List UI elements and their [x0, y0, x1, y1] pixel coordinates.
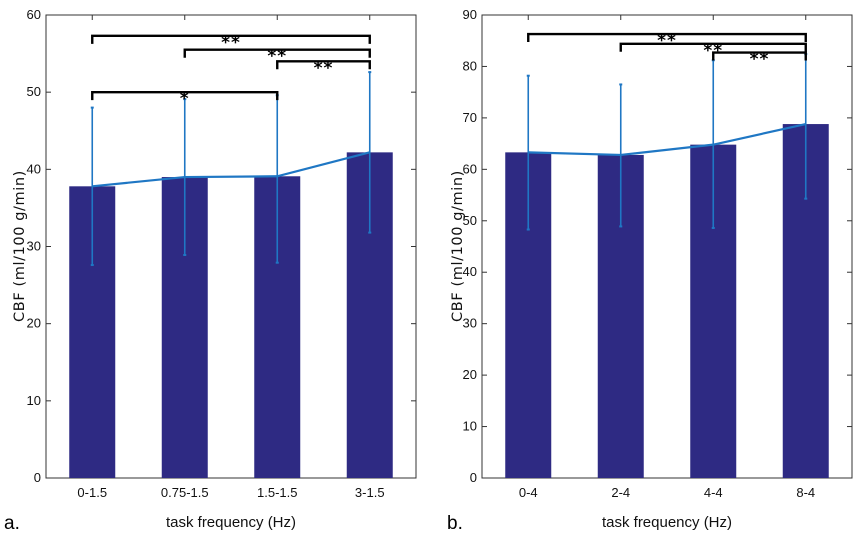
panel-a-significance-bracket-3: [91, 90, 279, 101]
panel-a-significance-label-0: **: [221, 33, 241, 53]
panel-a-x-tick-label-2: 1.5-1.5: [257, 485, 297, 500]
panel-b-significance: ** ** **: [527, 31, 807, 70]
panel-b-x-tick-label-0: 0-4: [519, 485, 538, 500]
panel-b-mean-line: [528, 122, 806, 157]
panel-b-significance-bracket-0: [527, 32, 807, 43]
panel-a-x-tick-label-3: 3-1.5: [355, 485, 385, 500]
panel-b-significance-bracket-1: [619, 42, 807, 52]
panel-b-y-tick-label-3: 30: [463, 316, 477, 331]
panel-a: ******* 0-1.5 0.75-1.5 1.5-1.5 3-1.5 010203…: [4, 7, 417, 534]
panel-a-x-tick-labels: 0-1.5 0.75-1.5 1.5-1.5 3-1.5: [77, 485, 384, 500]
panel-a-significance: *******: [91, 33, 371, 109]
panel-b-x-tick-label-1: 2-4: [611, 485, 630, 500]
panel-a-y-tick-label-3: 30: [27, 239, 41, 254]
panel-b-significance-label-1: **: [703, 41, 723, 61]
panel-b-bars: [505, 124, 829, 478]
panel-b: ** ** ** 0-4 2-4 4-4 8-4 0102030405060708090 …: [447, 7, 853, 534]
panel-a-y-tick-label-2: 20: [27, 316, 41, 331]
panel-b-plot-area: [481, 14, 853, 479]
panel-b-y-tick-label-4: 40: [463, 264, 477, 279]
panel-b-y-tick-label-6: 60: [463, 161, 477, 176]
panel-a-y-axis-label: CBF (ml/100 g/min): [12, 170, 28, 322]
panel-a-error-bars: [90, 71, 372, 267]
panel-b-y-tick-label-2: 20: [463, 367, 477, 382]
panel-a-y-tick-label-1: 10: [27, 393, 41, 408]
panel-b-error-bars: [526, 53, 808, 231]
panel-b-x-axis-label: task frequency (Hz): [602, 514, 732, 531]
panel-a-label: a.: [4, 513, 20, 534]
panel-b-trend-line: [528, 122, 806, 157]
panel-b-x-tick-labels: 0-4 2-4 4-4 8-4: [519, 485, 815, 500]
panel-a-trend-line: [92, 151, 371, 188]
panel-a-y-tick-label-6: 60: [27, 7, 41, 22]
panel-a-significance-label-2: **: [314, 58, 334, 78]
panel-b-y-tick-label-9: 90: [463, 7, 477, 22]
panel-b-y-tick-label-7: 70: [463, 110, 477, 125]
panel-a-significance-bracket-1: [183, 48, 371, 58]
panel-b-x-tick-label-3: 8-4: [796, 485, 815, 500]
panel-a-significance-label-3: *: [180, 89, 190, 109]
panel-b-significance-label-0: **: [657, 31, 677, 51]
panel-b-y-tick-label-1: 10: [463, 419, 477, 434]
panel-b-y-tick-label-0: 0: [470, 470, 477, 485]
panel-a-x-tick-label-0: 0-1.5: [77, 485, 107, 500]
panel-b-y-tick-label-8: 80: [463, 58, 477, 73]
panel-b-x-tick-label-2: 4-4: [704, 485, 723, 500]
panel-a-mean-line: [92, 151, 371, 188]
panel-b-y-axis-label: CBF (ml/100 g/min): [450, 170, 466, 322]
panel-a-y-tick-labels: 0 10 20 30 40 50 60: [27, 7, 41, 485]
panel-b-significance-label-2: **: [750, 50, 770, 70]
panel-a-y-tick-label-0: 0: [34, 470, 41, 485]
panel-a-y-tick-label-5: 50: [27, 84, 41, 99]
panel-a-bars: [69, 152, 393, 479]
panel-b-significance-bracket-2: [712, 51, 807, 61]
panel-a-x-axis-label: task frequency (Hz): [166, 514, 296, 531]
panel-b-label: b.: [447, 513, 463, 534]
panel-b-y-tick-labels: 0 10 20 30 40 50 60 70 80 90: [463, 7, 477, 485]
panel-b-y-tick-label-5: 50: [463, 213, 477, 228]
panel-a-significance-bracket-2: [276, 60, 371, 70]
panel-a-y-tick-label-4: 40: [27, 161, 41, 176]
panel-a-significance-bracket-0: [91, 34, 371, 44]
panel-a-x-tick-label-1: 0.75-1.5: [161, 485, 209, 500]
